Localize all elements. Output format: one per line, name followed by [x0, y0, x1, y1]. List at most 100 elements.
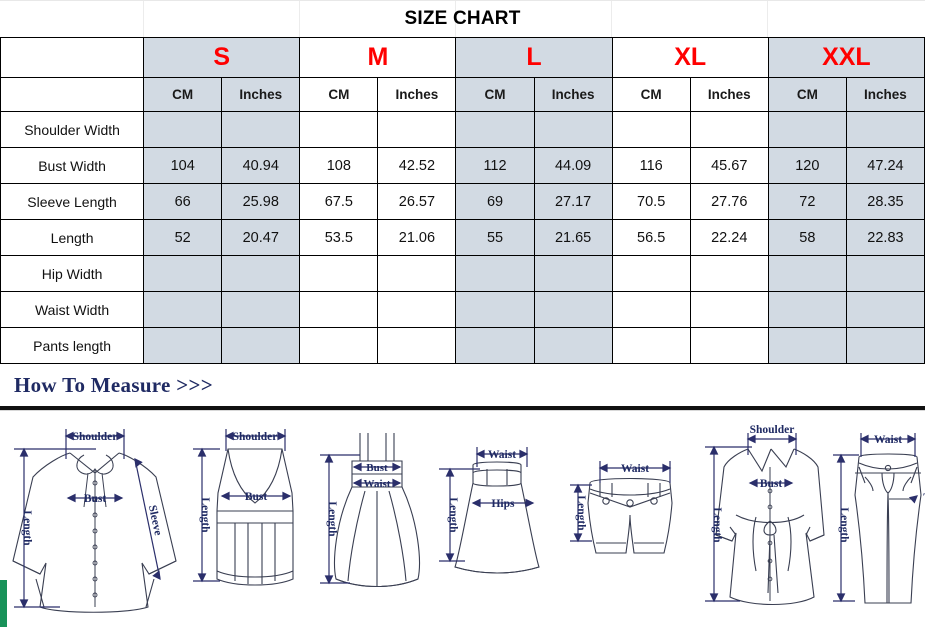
row-label: Pants length — [0, 327, 145, 364]
label-length: Length — [838, 507, 850, 543]
cell-xxl-cm — [767, 111, 847, 148]
illustration-shorts: Waist Length — [560, 411, 700, 625]
cell-l-inches: 44.09 — [533, 147, 613, 184]
how-to-measure-bar: How To Measure >>> — [0, 364, 925, 410]
cell-s-inches: 25.98 — [221, 183, 301, 220]
cell-xl-cm: 56.5 — [611, 219, 691, 256]
label-length: Length — [21, 510, 33, 546]
cell-m-inches: 21.06 — [377, 219, 457, 256]
cell-m-cm — [299, 327, 379, 364]
cell-xl-inches — [689, 291, 769, 328]
label-waist: Waist — [621, 463, 649, 475]
illustration-camisole: Shoulder Bust Length — [190, 411, 320, 625]
cell-l-cm: 55 — [455, 219, 535, 256]
label-waist: Waist — [488, 449, 516, 461]
chart-title-bar: SIZE CHART — [0, 0, 925, 37]
size-label: S — [213, 43, 231, 71]
row-label: Bust Width — [0, 147, 145, 184]
cell-xxl-inches — [845, 255, 925, 292]
cell-xl-cm: 70.5 — [611, 183, 691, 220]
label-thigh: Thigh — [923, 492, 925, 504]
cell-xl-cm — [611, 255, 691, 292]
cell-xl-cm — [611, 327, 691, 364]
cell-s-cm — [143, 111, 223, 148]
cell-s-inches — [221, 255, 301, 292]
cell-m-cm: 108 — [299, 147, 379, 184]
cell-l-cm: 112 — [455, 147, 535, 184]
label-hips: Hips — [491, 498, 515, 510]
cell-xl-inches — [689, 327, 769, 364]
cell-m-cm — [299, 111, 379, 148]
cell-l-inches: 27.17 — [533, 183, 613, 220]
label-length: Length — [711, 507, 723, 543]
cell-xl-cm: 116 — [611, 147, 691, 184]
row-label: Hip Width — [0, 255, 145, 292]
cell-xxl-inches: 22.83 — [845, 219, 925, 256]
table-row: Shoulder Width — [0, 111, 925, 148]
unit-header-xl-cm: CM — [611, 77, 691, 112]
size-header-xxl: XXL — [767, 37, 925, 78]
cell-xxl-cm — [767, 327, 847, 364]
unit-header-s-inches: Inches — [221, 77, 301, 112]
size-label: XL — [674, 43, 707, 71]
cell-s-inches — [221, 111, 301, 148]
green-accent-bar — [0, 580, 7, 627]
label-bust: Bust — [760, 478, 783, 490]
measurement-illustrations: Shoulder Bust Length Sleeve — [0, 410, 925, 627]
size-header-xl: XL — [611, 37, 769, 78]
label-length: Length — [447, 497, 459, 533]
label-length: Length — [326, 501, 338, 537]
table-row: Length 52 20.47 53.5 21.06 55 21.65 56.5 22.24 58… — [0, 219, 925, 256]
cell-m-cm: 53.5 — [299, 219, 379, 256]
cell-s-cm — [143, 255, 223, 292]
cell-l-inches — [533, 291, 613, 328]
illustration-skirt: Waist Hips Length — [435, 411, 560, 625]
cell-s-cm: 66 — [143, 183, 223, 220]
cell-l-cm — [455, 255, 535, 292]
unit-header-m-cm: CM — [299, 77, 379, 112]
cell-m-inches — [377, 111, 457, 148]
cell-xxl-inches — [845, 111, 925, 148]
how-to-measure-heading: How To Measure >>> — [14, 372, 214, 397]
cell-m-inches — [377, 255, 457, 292]
cell-xl-inches: 27.76 — [689, 183, 769, 220]
cell-xxl-cm: 120 — [767, 147, 847, 184]
size-chart-table: S M L XL XXL CM Inches CM Inches CM Inches CM Inches… — [0, 37, 925, 364]
cell-xxl-cm: 58 — [767, 219, 847, 256]
table-row: Sleeve Length 66 25.98 67.5 26.57 69 27.17 70.5… — [0, 183, 925, 220]
label-bust: Bust — [245, 491, 268, 503]
cell-xl-inches: 22.24 — [689, 219, 769, 256]
label-waist: Waist — [364, 478, 391, 490]
cell-s-inches — [221, 327, 301, 364]
illustration-trench-coat: Shoulder Bust Length — [700, 411, 825, 625]
size-label: L — [526, 43, 542, 71]
cell-xxl-inches — [845, 327, 925, 364]
cell-xxl-cm — [767, 291, 847, 328]
unit-header-l-cm: CM — [455, 77, 535, 112]
cell-l-cm: 69 — [455, 183, 535, 220]
unit-header-s-cm: CM — [143, 77, 223, 112]
illustration-pants: Waist Thigh Length — [825, 411, 925, 625]
label-shoulder: Shoulder — [73, 431, 118, 443]
cell-xl-inches — [689, 111, 769, 148]
label-shoulder: Shoulder — [750, 424, 795, 436]
cell-l-inches — [533, 255, 613, 292]
cell-xxl-inches: 47.24 — [845, 147, 925, 184]
cell-s-cm: 104 — [143, 147, 223, 184]
size-header-s: S — [143, 37, 301, 78]
label-sleeve: Sleeve — [146, 504, 164, 536]
cell-m-inches — [377, 327, 457, 364]
cell-xxl-inches: 28.35 — [845, 183, 925, 220]
label-bust: Bust — [366, 462, 388, 474]
cell-l-inches: 21.65 — [533, 219, 613, 256]
cell-l-inches — [533, 327, 613, 364]
page-title: SIZE CHART — [404, 8, 521, 29]
cell-xxl-inches — [845, 291, 925, 328]
cell-s-cm — [143, 291, 223, 328]
size-header-m: M — [299, 37, 457, 78]
unit-row-corner — [0, 77, 145, 112]
row-label: Waist Width — [0, 291, 145, 328]
label-shoulder: Shoulder — [233, 431, 278, 443]
cell-s-inches: 20.47 — [221, 219, 301, 256]
unit-header-xxl-cm: CM — [767, 77, 847, 112]
